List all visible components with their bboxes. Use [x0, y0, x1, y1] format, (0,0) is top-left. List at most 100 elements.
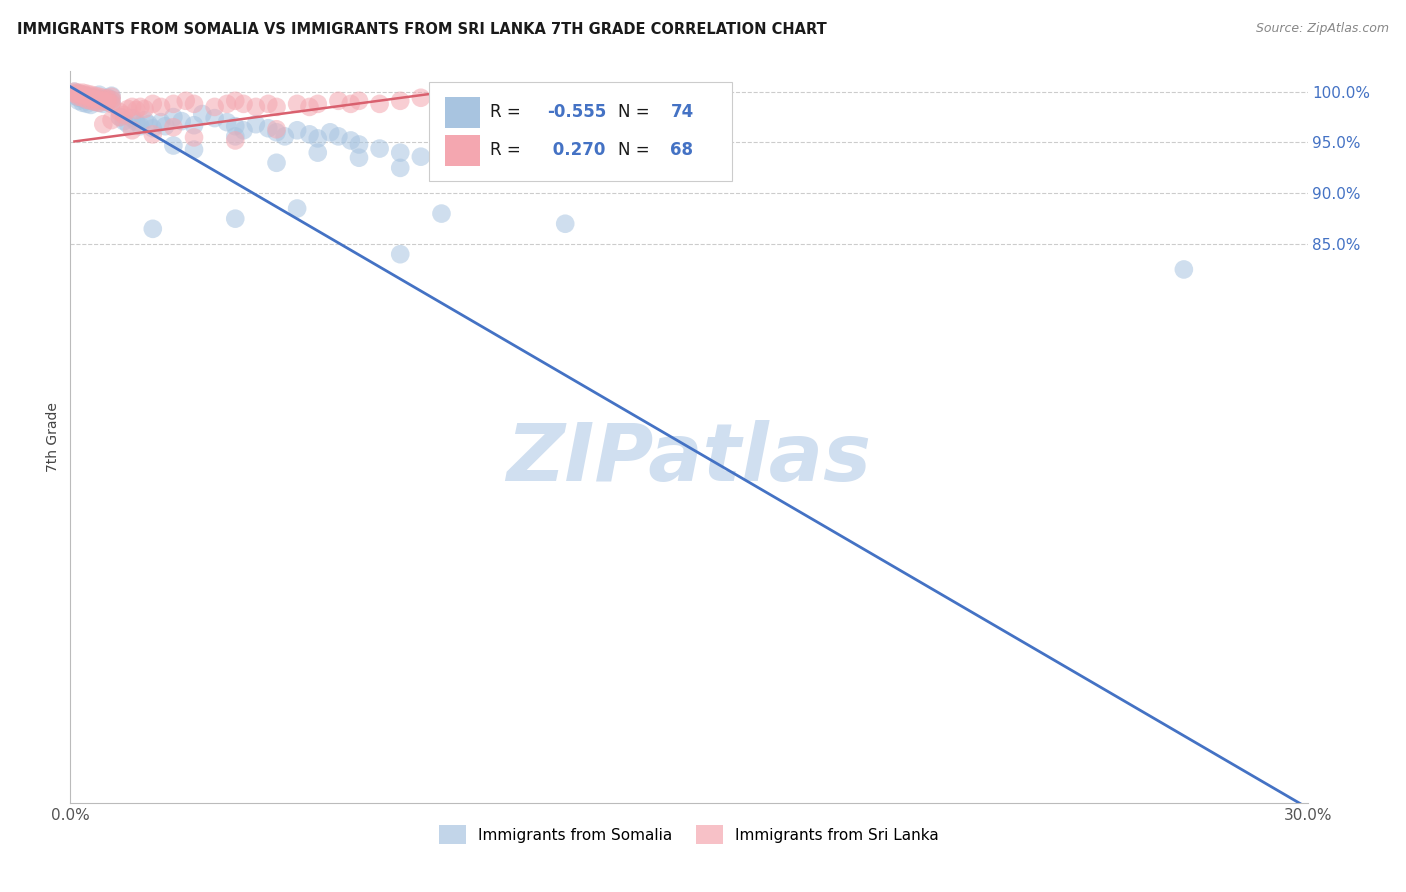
Point	[76, 89, 98, 103]
Text: IMMIGRANTS FROM SOMALIA VS IMMIGRANTS FROM SRI LANKA 7TH GRADE CORRELATION CHART: IMMIGRANTS FROM SOMALIA VS IMMIGRANTS FR…	[17, 22, 827, 37]
Point	[232, 96, 254, 111]
Point	[112, 114, 135, 128]
Point	[451, 145, 474, 159]
Point	[183, 130, 205, 145]
Point	[96, 95, 118, 109]
Point	[91, 91, 114, 105]
Point	[80, 91, 103, 105]
Point	[117, 117, 139, 131]
Point	[84, 95, 107, 109]
Point	[245, 117, 267, 131]
Point	[89, 92, 111, 106]
Point	[554, 217, 576, 231]
Text: N =: N =	[619, 103, 650, 120]
Point	[389, 94, 412, 108]
Point	[125, 103, 148, 117]
Point	[162, 110, 184, 124]
Point	[307, 145, 329, 160]
Point	[112, 108, 135, 122]
Point	[266, 122, 288, 136]
Point	[142, 96, 165, 111]
Point	[245, 100, 267, 114]
Point	[67, 91, 90, 105]
Point	[72, 86, 94, 100]
Point	[72, 87, 94, 102]
Point	[224, 94, 246, 108]
Point	[89, 95, 111, 110]
Point	[204, 111, 226, 125]
Point	[142, 128, 165, 142]
Point	[100, 96, 122, 111]
Point	[91, 96, 114, 111]
Point	[368, 96, 391, 111]
Point	[76, 93, 98, 107]
Point	[389, 247, 412, 261]
Point	[91, 93, 114, 107]
Point	[80, 98, 103, 112]
Point	[170, 114, 193, 128]
Point	[266, 125, 288, 139]
Point	[67, 94, 90, 108]
Point	[76, 87, 98, 101]
Point	[224, 133, 246, 147]
Point	[89, 93, 111, 107]
Point	[67, 86, 90, 100]
Point	[100, 89, 122, 103]
Point	[138, 117, 160, 131]
Point	[72, 87, 94, 102]
Point	[183, 96, 205, 111]
Point	[100, 88, 122, 103]
Point	[129, 120, 152, 134]
Point	[232, 123, 254, 137]
Point	[389, 145, 412, 160]
Point	[409, 91, 432, 105]
Point	[72, 91, 94, 105]
Point	[174, 94, 197, 108]
Point	[108, 110, 131, 124]
Point	[430, 140, 453, 154]
Point	[63, 87, 86, 101]
Point	[72, 95, 94, 110]
Point	[224, 129, 246, 144]
Point	[430, 206, 453, 220]
Point	[125, 115, 148, 129]
Point	[183, 143, 205, 157]
Point	[91, 117, 114, 131]
Point	[67, 87, 90, 101]
Point	[80, 89, 103, 103]
Point	[100, 93, 122, 107]
Point	[117, 102, 139, 116]
Point	[451, 91, 474, 105]
Point	[204, 100, 226, 114]
Point	[63, 85, 86, 99]
Point	[84, 88, 107, 103]
Point	[191, 107, 214, 121]
Point	[368, 142, 391, 156]
Point	[100, 96, 122, 111]
Point	[84, 91, 107, 105]
Point	[150, 115, 173, 129]
Legend: Immigrants from Somalia, Immigrants from Sri Lanka: Immigrants from Somalia, Immigrants from…	[433, 819, 945, 850]
Point	[285, 96, 308, 111]
Point	[129, 100, 152, 114]
Point	[100, 113, 122, 128]
Point	[96, 95, 118, 109]
Point	[108, 110, 131, 124]
Point	[430, 94, 453, 108]
Point	[298, 128, 321, 142]
Point	[347, 137, 370, 152]
Bar	[446, 97, 479, 128]
Point	[266, 100, 288, 114]
Point	[257, 96, 280, 111]
Point	[96, 92, 118, 106]
Point	[63, 87, 86, 101]
Point	[76, 96, 98, 111]
Point	[150, 100, 173, 114]
Point	[307, 96, 329, 111]
Text: R =: R =	[489, 141, 520, 159]
Point	[80, 94, 103, 108]
Point	[285, 123, 308, 137]
Point	[347, 151, 370, 165]
Point	[121, 100, 143, 114]
Point	[1173, 262, 1195, 277]
